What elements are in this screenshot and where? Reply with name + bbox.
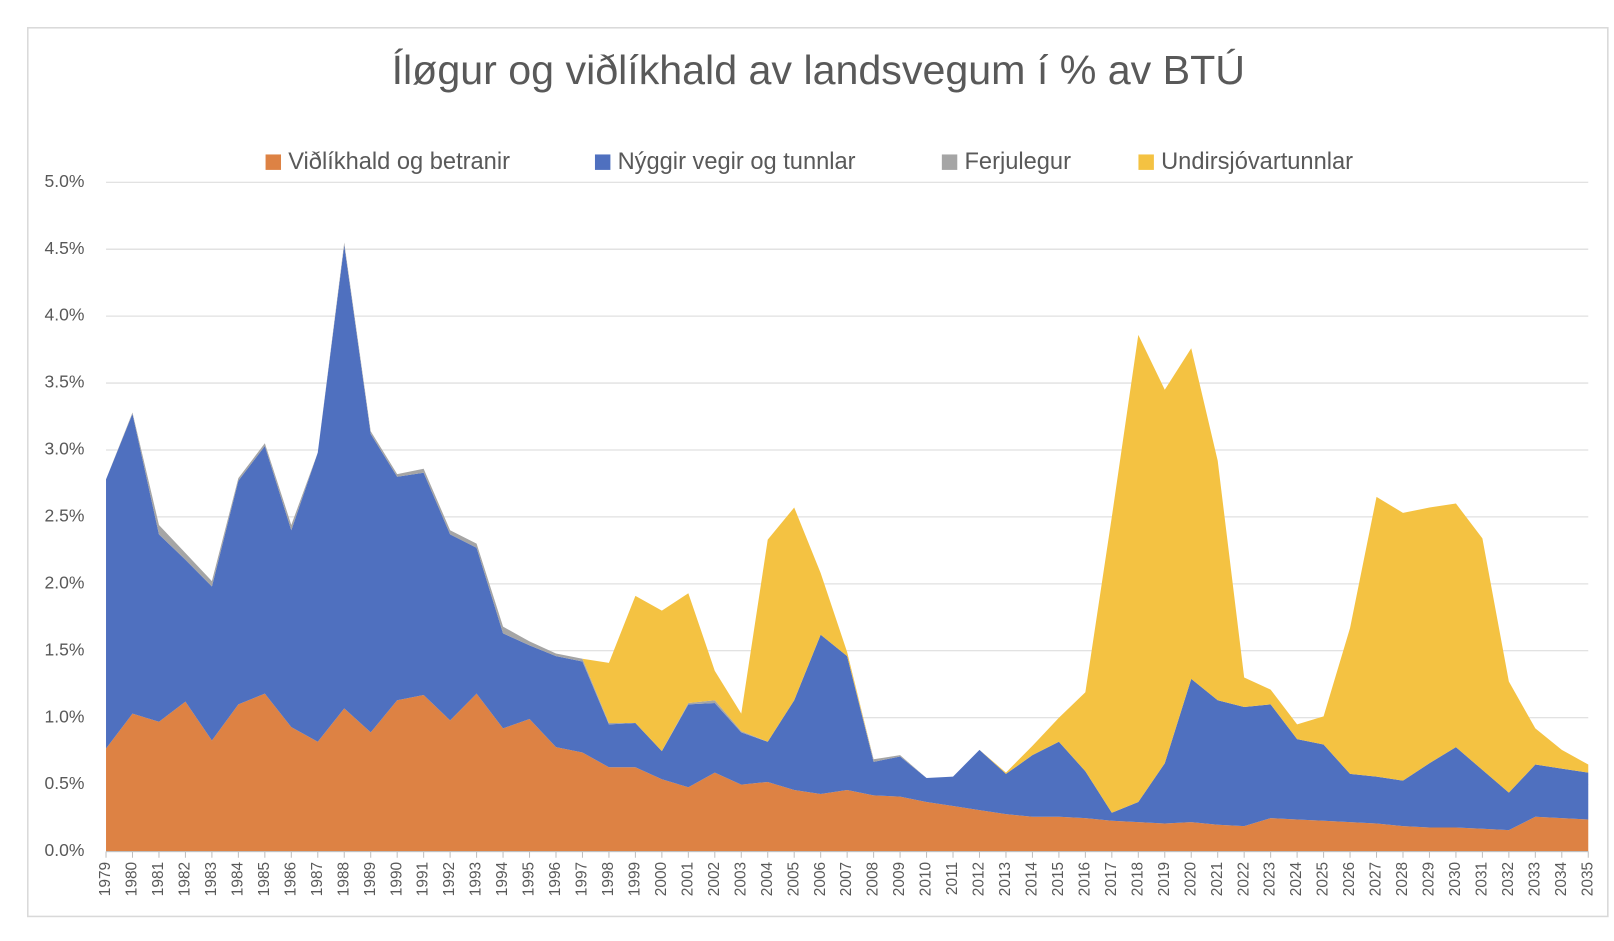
x-tick-label: 2011 bbox=[944, 862, 961, 895]
x-tick-label: 1982 bbox=[177, 862, 194, 896]
area bbox=[106, 242, 1589, 813]
x-tick-label: 2012 bbox=[971, 862, 988, 896]
x-tick-label: 1990 bbox=[388, 862, 405, 896]
x-tick-label: 2007 bbox=[838, 862, 855, 896]
x-tick-label: 2006 bbox=[812, 862, 829, 896]
x-tick-label: 1996 bbox=[547, 862, 564, 896]
x-tick-label: 2016 bbox=[1076, 862, 1093, 896]
x-tick-label: 2025 bbox=[1315, 862, 1332, 896]
x-tick-label: 2002 bbox=[706, 862, 723, 896]
x-tick-label: 2017 bbox=[1103, 862, 1120, 896]
x-tick-label: 1991 bbox=[415, 862, 432, 896]
area bbox=[106, 693, 1589, 852]
x-tick-label: 2033 bbox=[1526, 862, 1543, 896]
y-tick-label: 1.5% bbox=[45, 639, 85, 659]
x-tick-label: 2020 bbox=[1182, 862, 1199, 896]
legend-swatch bbox=[941, 154, 958, 170]
x-tick-label: 1986 bbox=[282, 862, 299, 896]
x-tick-label: 2003 bbox=[732, 862, 749, 896]
legend-swatch bbox=[594, 154, 611, 170]
x-tick-label: 2034 bbox=[1553, 861, 1570, 896]
x-tick-label: 1987 bbox=[309, 862, 326, 896]
x-tick-label: 1994 bbox=[494, 861, 511, 896]
legend-swatch bbox=[1138, 154, 1154, 170]
x-tick-label: 1983 bbox=[203, 862, 220, 896]
x-tick-label: 2005 bbox=[785, 862, 802, 896]
x-tick-label: 1985 bbox=[256, 862, 273, 896]
x-tick-label: 1984 bbox=[229, 861, 246, 896]
y-tick-label: 3.0% bbox=[45, 439, 85, 459]
area bbox=[106, 245, 1589, 831]
legend-swatch bbox=[265, 154, 282, 170]
x-tick-label: 1997 bbox=[574, 862, 591, 896]
chart-title: Íløgur og viðlíkhald av landsvegum í % a… bbox=[392, 47, 1245, 93]
y-tick-label: 4.0% bbox=[45, 305, 85, 325]
x-tick-label: 2021 bbox=[1209, 862, 1226, 896]
x-tick-label: 1981 bbox=[150, 862, 167, 896]
x-tick-label: 2024 bbox=[1288, 861, 1305, 896]
x-tick-label: 1995 bbox=[521, 862, 538, 896]
x-tick-label: 1988 bbox=[335, 862, 352, 896]
legend-label: Undirsjóvartunnlar bbox=[1161, 149, 1353, 175]
x-tick-label: 2019 bbox=[1156, 862, 1173, 896]
x-tick-label: 2009 bbox=[891, 862, 908, 896]
y-tick-label: 1.0% bbox=[45, 706, 85, 726]
x-tick-label: 2000 bbox=[653, 862, 670, 896]
y-tick-label: 0.5% bbox=[45, 773, 85, 793]
x-tick-label: 2010 bbox=[918, 862, 935, 896]
x-tick-label: 2032 bbox=[1500, 862, 1517, 896]
x-tick-label: 2018 bbox=[1129, 862, 1146, 896]
y-tick-label: 3.5% bbox=[45, 372, 85, 392]
y-tick-label: 4.5% bbox=[45, 238, 85, 258]
x-tick-label: 2023 bbox=[1262, 862, 1279, 896]
y-tick-label: 2.0% bbox=[45, 572, 85, 592]
x-tick-label: 2029 bbox=[1421, 862, 1438, 896]
x-tick-label: 2001 bbox=[679, 862, 696, 896]
x-tick-label: 1979 bbox=[97, 862, 114, 896]
x-tick-label: 2008 bbox=[865, 862, 882, 896]
legend-label: Nýggir vegir og tunnlar bbox=[618, 149, 856, 175]
y-tick-label: 2.5% bbox=[45, 506, 85, 526]
x-tick-label: 1980 bbox=[124, 862, 141, 896]
x-tick-label: 2031 bbox=[1473, 862, 1490, 896]
x-tick-label: 1992 bbox=[441, 862, 458, 896]
x-tick-label: 1999 bbox=[626, 862, 643, 896]
y-tick-label: 0.0% bbox=[45, 840, 85, 860]
x-tick-label: 2022 bbox=[1235, 862, 1252, 896]
x-tick-label: 2026 bbox=[1341, 862, 1358, 896]
x-tick-label: 2015 bbox=[1050, 862, 1067, 896]
y-tick-label: 5.0% bbox=[45, 171, 85, 191]
x-tick-label: 2035 bbox=[1579, 862, 1596, 896]
x-tick-label: 2027 bbox=[1368, 862, 1385, 896]
x-tick-label: 2014 bbox=[1024, 861, 1041, 896]
x-tick-label: 2013 bbox=[997, 862, 1014, 896]
x-tick-label: 2004 bbox=[759, 861, 776, 896]
x-tick-label: 1989 bbox=[362, 862, 379, 896]
x-tick-label: 2028 bbox=[1394, 862, 1411, 896]
x-tick-label: 2030 bbox=[1447, 862, 1464, 896]
x-tick-label: 1993 bbox=[468, 862, 485, 896]
legend-label: Ferjulegur bbox=[964, 149, 1071, 175]
legend-label: Viðlíkhald og betranir bbox=[288, 149, 510, 175]
x-tick-label: 1998 bbox=[600, 862, 617, 896]
